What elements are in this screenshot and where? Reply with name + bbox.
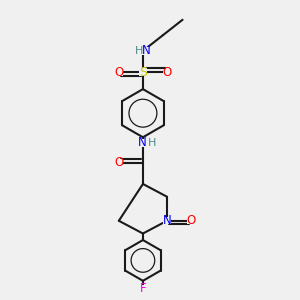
- Text: H: H: [148, 138, 156, 148]
- Text: N: N: [142, 44, 151, 57]
- Text: O: O: [114, 156, 124, 169]
- Text: N: N: [163, 214, 171, 227]
- Bar: [115, 69, 123, 76]
- Text: S: S: [139, 66, 147, 79]
- Text: O: O: [162, 66, 172, 79]
- Bar: [163, 217, 171, 224]
- Text: N: N: [138, 136, 147, 149]
- Text: H: H: [135, 46, 143, 56]
- Bar: [136, 47, 149, 55]
- Text: O: O: [186, 214, 196, 227]
- Bar: [140, 285, 146, 292]
- Bar: [187, 218, 195, 224]
- Bar: [139, 68, 147, 76]
- Bar: [163, 69, 171, 76]
- Bar: [115, 159, 123, 166]
- Text: F: F: [140, 282, 146, 295]
- Text: O: O: [114, 66, 124, 79]
- Bar: [136, 139, 150, 147]
